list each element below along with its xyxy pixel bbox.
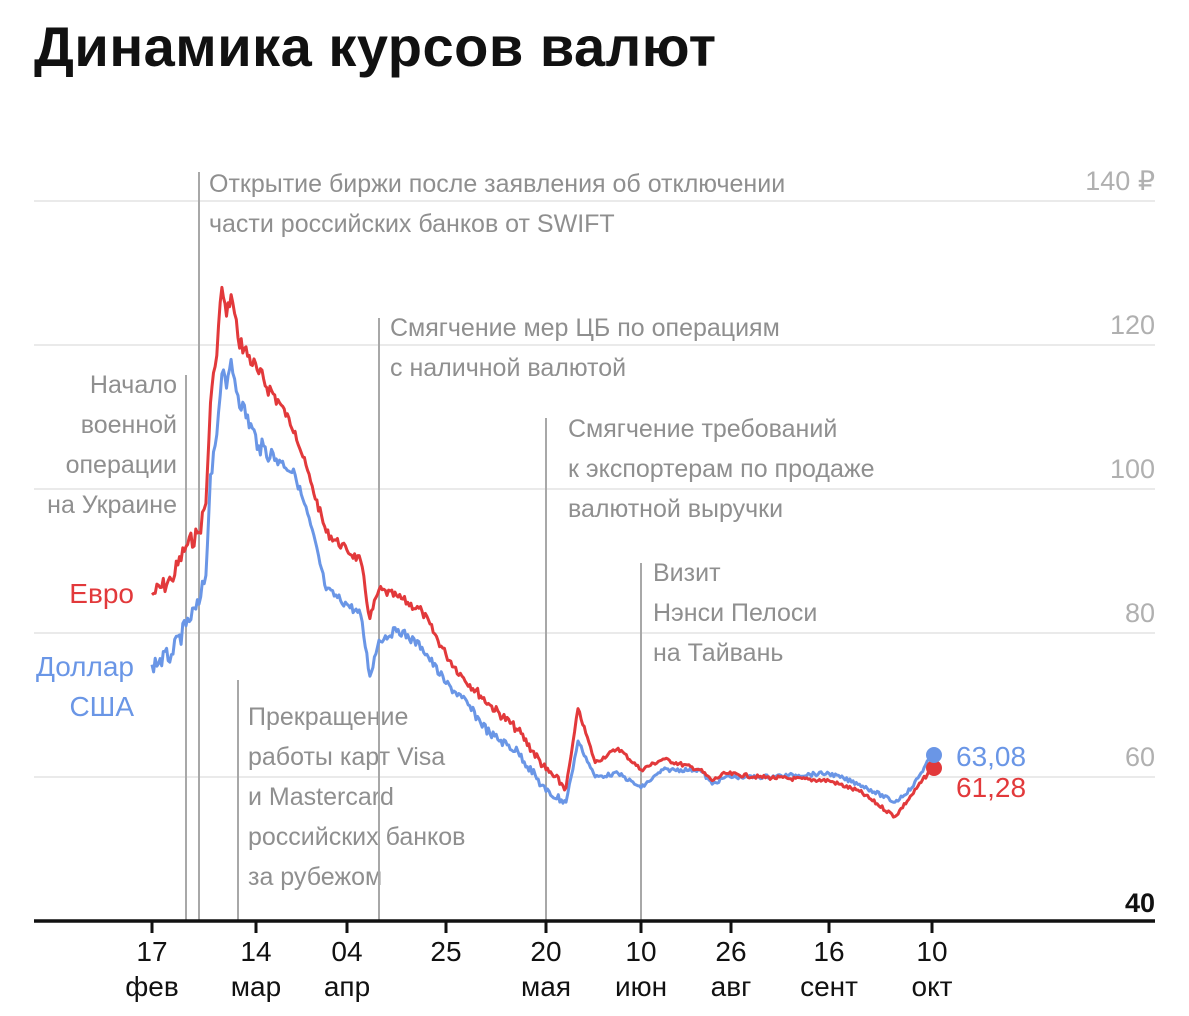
y-tick-40: 40	[1125, 888, 1155, 918]
y-tick-140: 140 ₽	[1085, 166, 1155, 196]
event-label-line: к экспортерам по продаже	[568, 455, 874, 483]
x-tick-month: сент	[800, 971, 858, 1002]
event-label-line: и Mastercard	[248, 783, 394, 811]
event-label-line: операции	[66, 451, 177, 479]
event-5: Смягчение требований к экспортерам по про…	[546, 415, 874, 921]
euro-series-label: Евро	[69, 578, 134, 609]
usd-series-label: США	[69, 691, 134, 722]
event-label-line: части российских банков от SWIFT	[209, 210, 615, 238]
x-tick-day: 16	[813, 936, 844, 967]
x-tick-month: июн	[615, 971, 667, 1002]
event-6: Визит Нэнси Пелоси на Тайвань	[641, 559, 817, 921]
x-tick-day: 17	[136, 936, 167, 967]
event-label-line: Прекращение	[248, 703, 408, 731]
event-label-line: Начало	[90, 371, 177, 399]
y-tick-100: 100	[1110, 454, 1155, 484]
usd-end-value: 63,08	[956, 741, 1026, 772]
x-tick-month: авг	[711, 971, 752, 1002]
event-markers: Начало военной операции на Украине Открытие …	[47, 170, 874, 921]
x-tick-day: 10	[916, 936, 947, 967]
usd-series-label: Доллар	[36, 651, 134, 682]
x-tick-month: фев	[125, 971, 178, 1002]
y-tick-120: 120	[1110, 310, 1155, 340]
event-label-line: Открытие биржи после заявления об отключ…	[209, 170, 785, 198]
x-tick-month: мар	[231, 971, 281, 1002]
usd-end-dot	[926, 747, 942, 763]
event-label-line: работы карт Visa	[248, 743, 445, 771]
x-tick-month: мая	[521, 971, 571, 1002]
event-1: Начало военной операции на Украине	[47, 371, 186, 921]
event-label-line: российских банков	[248, 823, 465, 851]
event-label-line: на Украине	[47, 491, 177, 519]
event-label-line: с наличной валютой	[390, 354, 626, 382]
x-tick-day: 25	[430, 936, 461, 967]
x-tick-day: 04	[331, 936, 362, 967]
y-tick-60: 60	[1125, 742, 1155, 772]
x-axis: 17 фев 14 мар 04 апр 25 20 мая 10 июн 26 авг 16 сент 10…	[34, 921, 1155, 1002]
event-label-line: валютной выручки	[568, 495, 783, 523]
euro-end-value: 61,28	[956, 772, 1026, 803]
x-tick-day: 26	[715, 936, 746, 967]
event-label-line: Нэнси Пелоси	[653, 599, 817, 627]
event-label-line: Визит	[653, 559, 721, 587]
x-tick-day: 10	[625, 936, 656, 967]
grid-lines: 140 ₽ 120 100 80 60 40	[34, 166, 1155, 918]
x-tick-day: 20	[530, 936, 561, 967]
y-tick-80: 80	[1125, 598, 1155, 628]
event-label-line: военной	[81, 411, 177, 439]
x-tick-month: окт	[912, 971, 953, 1002]
event-label-line: на Тайвань	[653, 639, 783, 667]
event-label-line: Смягчение мер ЦБ по операциям	[390, 314, 780, 342]
event-3: Прекращение работы карт Visa и Mastercard р…	[238, 680, 465, 921]
x-tick-day: 14	[240, 936, 271, 967]
x-tick-month: апр	[324, 971, 370, 1002]
event-label-line: Смягчение требований	[568, 415, 837, 443]
event-label-line: за рубежом	[248, 863, 382, 891]
